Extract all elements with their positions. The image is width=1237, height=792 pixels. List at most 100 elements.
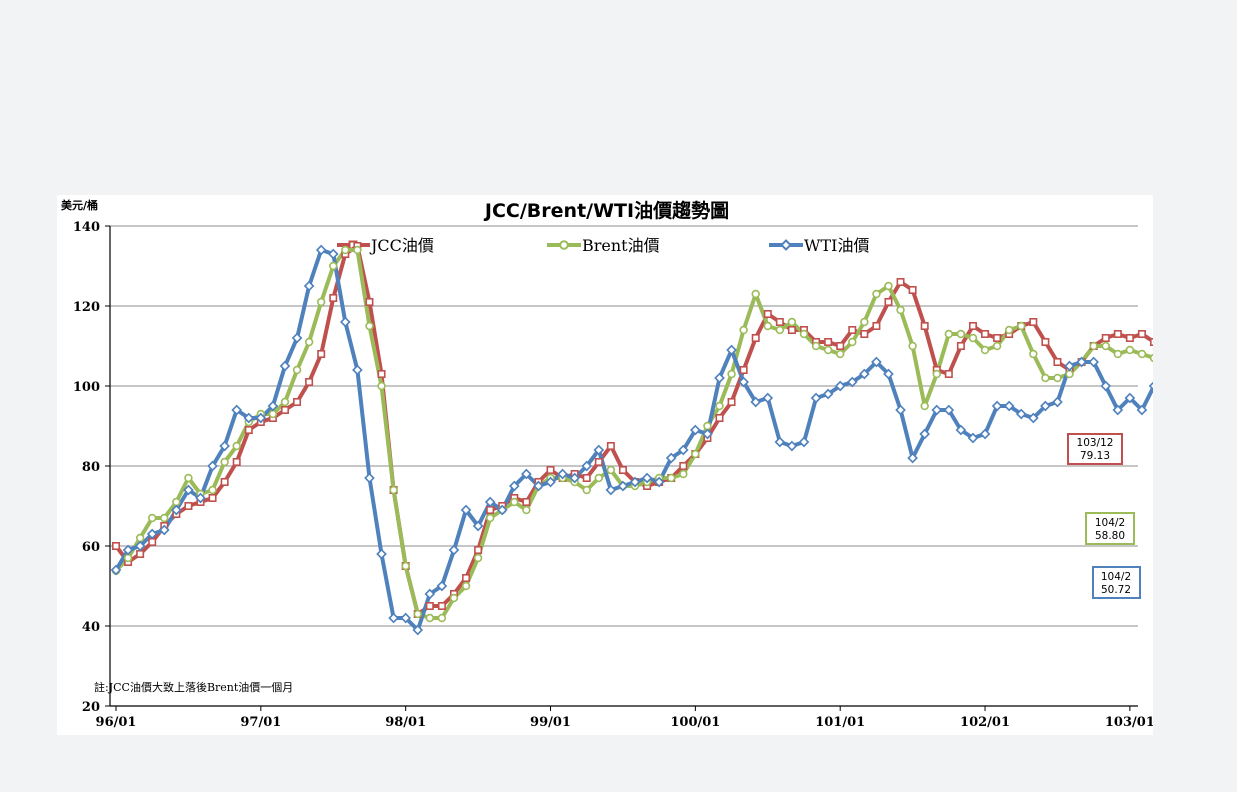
data-point-jcc — [1113, 330, 1122, 339]
data-point-wti — [231, 404, 243, 416]
data-point-wti — [1100, 380, 1112, 392]
data-point-wti — [629, 476, 641, 488]
data-point-brent — [365, 321, 374, 331]
data-point-brent — [377, 381, 386, 391]
data-point-wti — [171, 504, 182, 516]
data-point-wti — [243, 412, 255, 424]
data-point-wti — [146, 528, 158, 540]
data-point-wti — [1136, 404, 1148, 416]
data-point-brent — [232, 441, 241, 451]
data-point-jcc — [715, 414, 724, 423]
data-point-jcc — [305, 378, 314, 387]
data-point-wti — [303, 280, 315, 292]
data-point-brent — [1137, 349, 1147, 359]
data-point-jcc — [968, 322, 977, 331]
series-markers-jcc — [111, 241, 1153, 618]
data-point-brent — [135, 533, 145, 543]
data-point-jcc — [184, 501, 193, 510]
data-point-jcc — [908, 286, 917, 295]
data-point-jcc — [606, 442, 615, 451]
chart-footnote: 註:JCC油價大致上落後Brent油價一個月 — [94, 680, 293, 694]
data-point-brent — [1089, 341, 1098, 351]
y-tick-label: 140 — [73, 220, 100, 235]
data-point-wti — [508, 480, 520, 492]
data-point-brent — [848, 337, 857, 347]
data-point-wti — [557, 468, 568, 480]
data-point-wti — [484, 496, 496, 508]
data-point-brent — [522, 505, 531, 515]
data-point-jcc — [896, 278, 905, 287]
data-point-jcc — [522, 497, 531, 506]
data-point-brent — [944, 329, 954, 339]
data-point-wti — [1088, 356, 1100, 368]
data-point-brent — [268, 409, 278, 419]
data-point-wti — [424, 588, 436, 600]
data-point-brent — [1149, 353, 1153, 363]
data-point-wti — [339, 316, 351, 328]
data-point-wti — [810, 392, 822, 404]
data-point-jcc — [763, 310, 772, 319]
series-line-wti — [114, 248, 1153, 632]
data-point-brent — [1053, 373, 1062, 383]
data-point-jcc — [1101, 334, 1110, 343]
data-point-brent — [510, 497, 519, 507]
data-point-jcc — [208, 493, 217, 502]
data-point-jcc — [920, 322, 929, 331]
data-point-jcc — [727, 398, 736, 407]
data-point-jcc — [317, 350, 326, 359]
data-point-wti — [195, 492, 206, 504]
data-point-jcc — [787, 326, 796, 335]
data-point-brent — [920, 401, 929, 411]
y-tick-label: 120 — [73, 300, 100, 315]
y-tick-label: 80 — [82, 460, 100, 475]
data-point-jcc — [462, 573, 471, 582]
chart-card: 20 40 60 80 100 120 140 96/01 97/01 98/01 99/01 100… — [57, 195, 1153, 735]
data-point-wti — [436, 580, 448, 592]
data-point-wti — [581, 460, 593, 472]
data-point-jcc — [944, 370, 953, 379]
series-markers-wti — [110, 244, 1153, 636]
data-point-wti — [183, 484, 194, 496]
data-point-brent — [799, 329, 809, 339]
data-point-wti — [641, 472, 653, 484]
data-point-wti — [1003, 400, 1015, 412]
data-point-brent — [280, 397, 290, 407]
data-point-jcc — [582, 473, 591, 482]
data-point-wti — [291, 332, 303, 344]
data-point-jcc — [594, 457, 603, 466]
data-point-jcc — [1137, 330, 1146, 339]
callout-brent-value: 58.80 — [1095, 530, 1125, 542]
data-point-brent — [582, 485, 591, 495]
data-point-wti — [931, 404, 943, 416]
data-point-jcc — [220, 477, 229, 486]
data-point-brent — [485, 513, 495, 523]
legend-marker-wti — [780, 239, 792, 251]
data-point-wti — [376, 548, 387, 560]
data-point-jcc — [1150, 338, 1153, 347]
data-point-wti — [895, 404, 906, 416]
data-point-brent — [461, 581, 471, 591]
data-point-wti — [448, 544, 460, 556]
axes: 20 40 60 80 100 120 140 96/01 97/01 98/01 99/01 100… — [73, 220, 1153, 730]
data-point-brent — [715, 401, 724, 411]
data-point-wti — [677, 444, 689, 456]
data-point-wti — [533, 480, 544, 492]
data-point-wti — [714, 372, 725, 384]
data-point-jcc — [546, 465, 555, 474]
data-point-wti — [786, 440, 798, 452]
data-point-jcc — [1053, 358, 1062, 367]
data-point-brent — [980, 345, 990, 355]
data-point-brent — [884, 281, 893, 291]
data-point-wti — [702, 428, 713, 440]
data-point-wti — [267, 400, 279, 412]
data-point-jcc — [1125, 334, 1134, 343]
data-point-wti — [352, 364, 363, 376]
data-point-jcc — [377, 370, 386, 379]
data-point-wti — [496, 504, 508, 516]
data-point-brent — [739, 325, 748, 335]
x-tick-label: 98/01 — [385, 715, 426, 730]
data-point-wti — [774, 436, 786, 448]
data-point-jcc — [365, 298, 374, 307]
data-point-brent — [992, 341, 1002, 351]
data-point-brent — [425, 613, 435, 623]
